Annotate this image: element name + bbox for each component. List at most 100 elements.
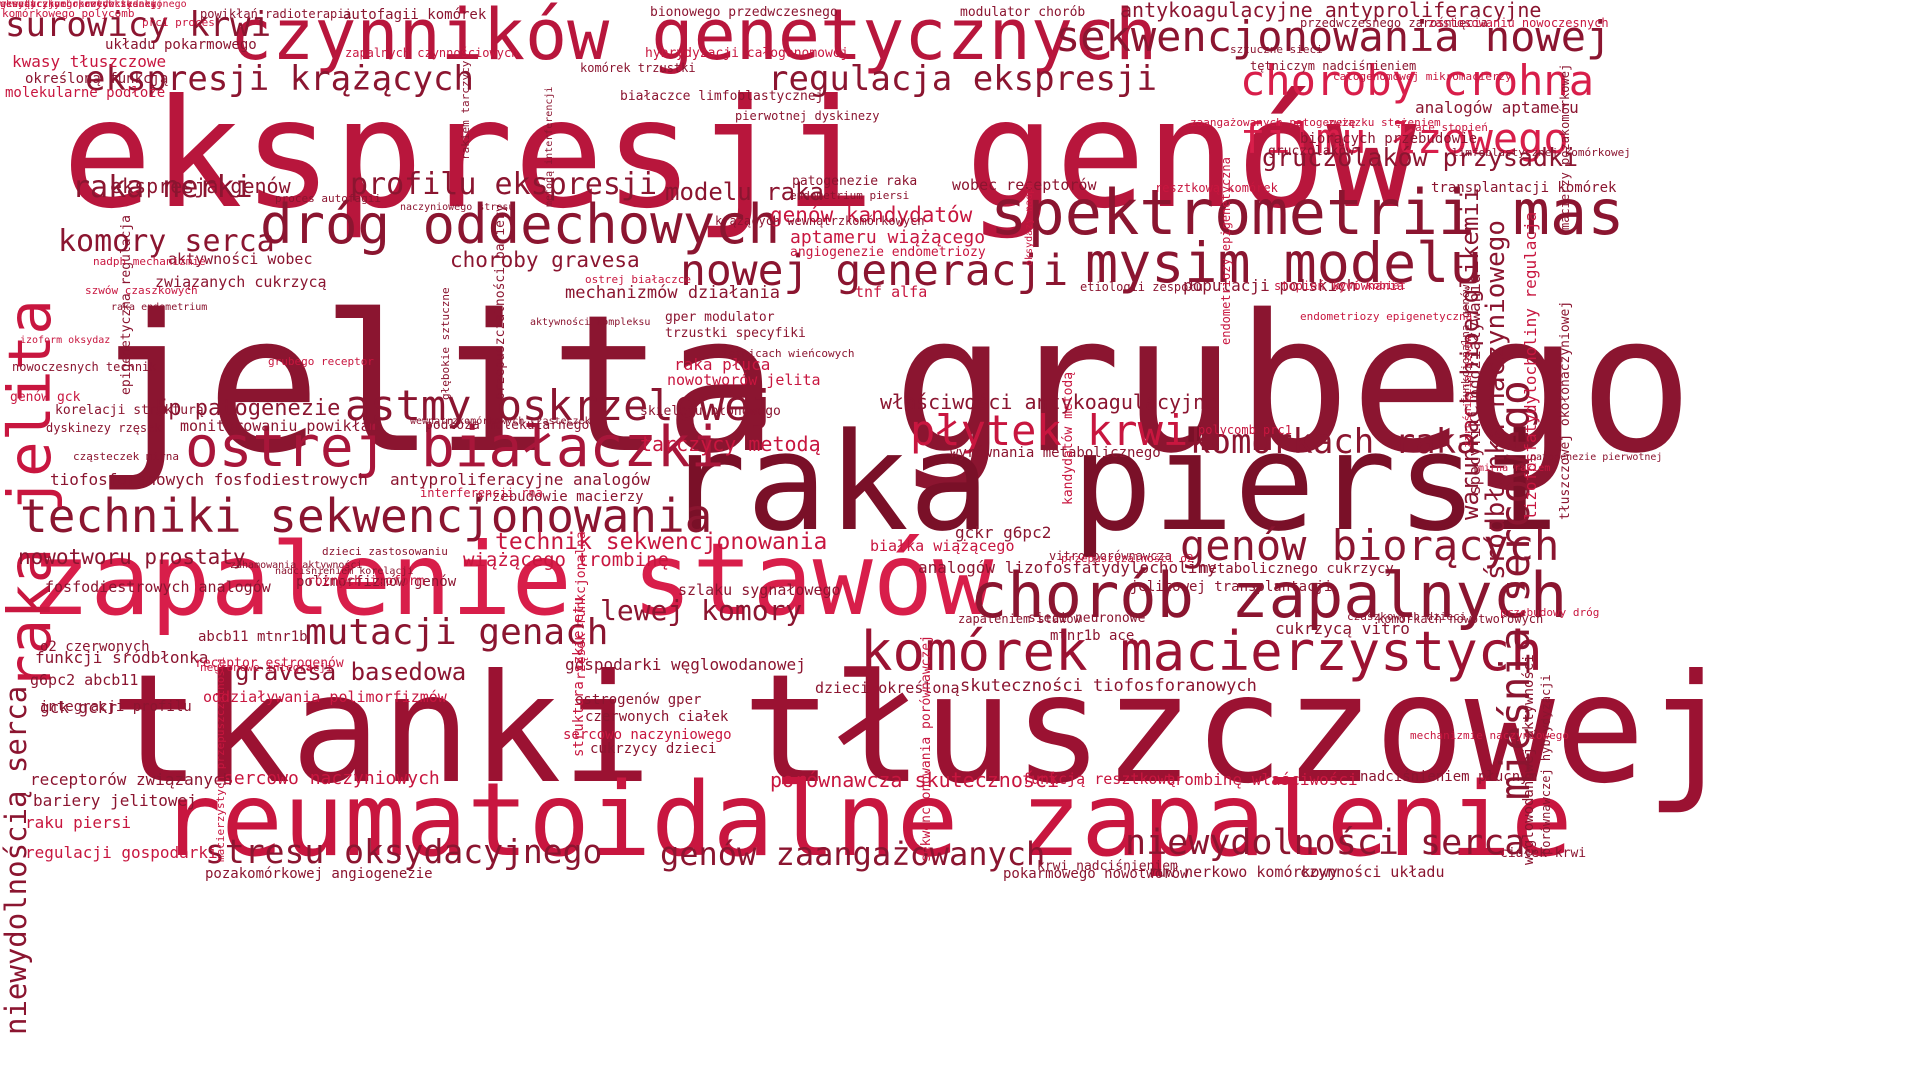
word-120: tętniczym nadciśnieniem <box>1250 59 1417 73</box>
word-16: choroby crohna <box>1240 56 1595 105</box>
word-26: niewydolności serca <box>1125 823 1526 863</box>
word-31: profilu ekspresji <box>350 167 658 202</box>
word-50: nowotworu prostaty <box>18 545 246 569</box>
word-10: ostrej białaczki <box>185 415 725 480</box>
word-188: rakiem tarczycy <box>459 60 472 160</box>
word-128: tnf alfa <box>855 283 928 301</box>
word-81: transplantacji komórek <box>1431 180 1617 196</box>
word-170: neuronowe integracji <box>200 661 333 674</box>
word-123: limfoblastycznej komórkowej <box>1452 146 1631 159</box>
word-178: nadph mechanizmie <box>93 255 206 268</box>
word-138: komórkach nowotworowych <box>1377 612 1544 626</box>
word-174: mirna rakiem <box>1478 463 1551 474</box>
word-74: polimorfizmów genów <box>296 574 457 590</box>
word-199: oksydacyjnego antyoksydacyjnego <box>0 0 187 10</box>
word-161: macierzy pozakomórkowej <box>1558 63 1572 230</box>
word-171: macierzystych przepuszczalności <box>214 656 227 862</box>
word-165: modulator chorób <box>960 5 1086 20</box>
word-77: gck gckr <box>40 698 118 717</box>
word-143: o2 czerwonych <box>40 639 150 655</box>
word-6: czynników genetycznych <box>230 0 1158 76</box>
word-107: sercowo naczyniowego <box>563 727 732 743</box>
word-54: fosfodiestrowych analogów <box>45 578 271 596</box>
word-86: dzieci określoną <box>815 679 960 697</box>
word-79: czynności układu <box>1300 863 1445 881</box>
word-73: gospodarki węglowodanowej <box>565 655 806 674</box>
word-169: sztuczne sieci <box>1230 43 1323 56</box>
word-69: analogów lizofosfatydylocholiny <box>918 558 1217 577</box>
word-200: wewnątrzkomórkowych tkanki <box>0 0 157 10</box>
word-9: mysim modelu <box>1085 231 1483 295</box>
word-71: mtnr1b ace <box>1050 628 1135 644</box>
word-184: mechanizmie naczyniowego <box>1410 729 1569 742</box>
word-186: endometriozy epigenetyczna <box>1300 310 1473 323</box>
word-56: skuteczności tiofosforanowych <box>960 676 1257 696</box>
word-167: zaangażowanych patogenezę <box>1190 116 1356 129</box>
word-34: lewej komory <box>600 594 803 627</box>
word-8: dróg oddechowych <box>260 193 781 256</box>
word-95: molekularne podłoże <box>5 85 166 101</box>
word-25: stresu oksydacyjnego <box>205 832 603 871</box>
word-37: gruczolaków przysadki <box>1262 143 1579 172</box>
word-135: vitro porównawcza <box>1049 549 1172 563</box>
word-65: populacji polskich <box>1183 276 1357 295</box>
word-114: białaczce limfoblastycznej <box>620 89 824 104</box>
word-136: sieci neuronowe <box>1028 611 1146 626</box>
word-21: genów biorących <box>1180 521 1560 570</box>
word-11: techniki sekwencjonowania <box>20 489 713 543</box>
word-126: resztkową komórek <box>1155 181 1278 195</box>
word-137: zapaleniem stawów <box>958 612 1081 626</box>
word-3: tkanki tłuszczowej <box>110 643 1736 817</box>
word-159: porównawczej hybrydyzacji <box>1539 674 1553 855</box>
word-99: podłoża molekularnego <box>425 418 590 433</box>
word-176: funkcjonalna genów <box>1459 284 1472 404</box>
word-7: spektrometrii mas <box>990 176 1625 249</box>
word-96: aktywności wobec <box>168 250 313 268</box>
word-33: raka nerki <box>72 170 253 205</box>
word-113: zapalnych czynnościowych <box>345 46 519 60</box>
word-175: patogenezie pierwotnej <box>1530 452 1663 463</box>
word-55: funkcji śródbłonka <box>35 648 209 667</box>
word-151: przepuszczalności bariery <box>493 204 508 400</box>
word-192: wewnątrzkomórkowych cząsteczek <box>410 416 591 427</box>
word-180: dzieci zastosowaniu <box>322 545 448 558</box>
word-89: skieletu błonowego <box>640 404 781 419</box>
word-43: choroby gravesa <box>450 248 640 272</box>
word-30: surowicy krwi <box>5 5 272 45</box>
word-164: bionowego przedwczesnego <box>650 5 838 20</box>
word-75: abcb11 mtnr1b <box>198 629 308 645</box>
word-28: ekspresji krążących <box>85 59 474 99</box>
word-139: czaszkowych dzieci <box>1347 610 1467 623</box>
word-13: komórek macierzystych <box>860 620 1543 683</box>
word-149: nowoczesnych technik <box>12 360 157 374</box>
word-194: raka endometrium <box>111 302 208 313</box>
word-104: czerwonych ciałek <box>585 709 729 725</box>
word-166: krążących wewnątrzkomórkowych <box>715 214 925 228</box>
word-183: przebudowy dróg <box>1500 606 1600 619</box>
word-191: proces autofagii <box>275 192 381 205</box>
word-124: stopień wyrównania <box>1274 279 1405 293</box>
word-145: korelacji strukturą <box>55 403 204 418</box>
word-109: pokarmowego nowotworów <box>1003 866 1189 882</box>
word-14: raka jelita <box>0 299 64 690</box>
word-4: reumatoidalne zapalenie <box>160 761 1573 880</box>
word-22: mutacji genach <box>305 612 609 653</box>
word-156: rzęsek funkcjonalna <box>574 531 589 680</box>
word-88: przebudowie macierzy <box>475 489 644 505</box>
word-153: endometriozy epigenetyczna <box>1219 157 1233 345</box>
word-163: autofagii komórek <box>343 7 487 23</box>
word-47: właściwości antykoagulacyjne <box>880 390 1218 414</box>
word-122: związku stężeniem <box>1328 116 1441 129</box>
word-177: izoform oksydaz <box>20 335 111 346</box>
word-155: kandydatów metodą <box>1061 371 1076 505</box>
word-24: komórkach raka <box>1190 422 1477 462</box>
word-90: raka płuca <box>674 355 771 374</box>
word-94: określoną funkcją <box>25 71 169 87</box>
word-52: tiofosforanowych fosfodiestrowych <box>50 470 368 489</box>
word-112: hybrydyzacji całogenomowej <box>645 46 849 61</box>
word-185: krwi kobiet <box>1333 279 1406 292</box>
word-142: receptor estrogenów <box>195 656 344 671</box>
word-42: genów kandydatów <box>770 203 973 227</box>
word-46: 5p patogenezie <box>155 396 341 421</box>
word-92: kwasy tłuszczowe <box>12 52 167 71</box>
